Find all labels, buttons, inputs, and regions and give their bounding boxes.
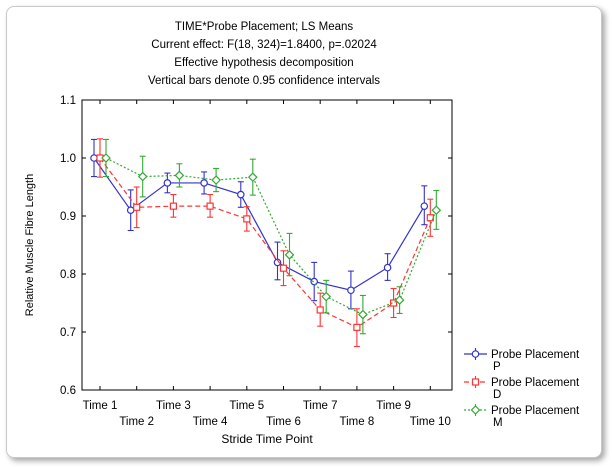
data-point: [237, 190, 245, 199]
series-P: [90, 138, 429, 310]
y-axis-label: Relative Muscle Fibre Length: [24, 174, 36, 316]
y-tick-label: 0.9: [60, 211, 76, 223]
legend-series-name: M: [493, 417, 503, 429]
data-point: [431, 205, 442, 216]
y-tick-label: 0.6: [60, 385, 76, 397]
legend-series-name: P: [493, 361, 501, 373]
y-tick-label: 1.1: [60, 95, 76, 107]
data-point: [90, 154, 98, 162]
chart-title-block: TIME*Probe Placement; LS Means Current ef…: [148, 21, 380, 87]
data-point: [200, 179, 208, 187]
legend-swatch-marker: [471, 378, 480, 386]
title-line-2: Current effect: F(18, 324)=1.8400, p=.02…: [151, 39, 377, 51]
legend-swatch-marker: [471, 350, 480, 358]
series-line-P: [93, 157, 425, 291]
data-point: [279, 264, 288, 272]
data-point: [133, 203, 141, 211]
title-line-4: Vertical bars denote 0.95 confidence int…: [148, 75, 380, 87]
title-line-1: TIME*Probe Placement; LS Means: [175, 21, 354, 33]
x-tick-label: Time 3: [156, 400, 191, 412]
data-point: [383, 263, 392, 272]
x-tick-label: Time 4: [193, 416, 228, 428]
data-point: [101, 153, 111, 163]
x-tick-label: Time 10: [410, 416, 451, 428]
data-point: [284, 250, 295, 260]
chart: TIME*Probe Placement; LS Means Current ef…: [24, 21, 580, 446]
legend-title: Probe Placement: [491, 349, 580, 361]
data-point: [426, 214, 434, 222]
legend-title: Probe Placement: [491, 405, 580, 417]
x-tick-label: Time 9: [376, 400, 411, 412]
data-point: [163, 179, 172, 187]
y-axis: 0.6 0.7 0.8 0.9 1.0 1.1: [60, 95, 452, 397]
data-point: [247, 172, 258, 182]
data-point: [310, 277, 319, 286]
x-tick-label: Time 8: [340, 416, 375, 428]
data-point: [347, 286, 355, 295]
data-point: [353, 323, 361, 331]
series-line-D: [99, 157, 431, 329]
legend-title: Probe Placement: [491, 377, 580, 389]
chart-frame: TIME*Probe Placement; LS Means Current ef…: [6, 6, 602, 458]
data-point: [126, 206, 135, 215]
data-point: [243, 215, 251, 223]
x-axis-label: Stride Time Point: [221, 432, 313, 446]
x-tick-label: Time 5: [229, 400, 264, 412]
data-point: [174, 170, 185, 181]
legend-series-name: D: [493, 389, 501, 401]
data-point: [137, 171, 148, 182]
data-point: [420, 202, 429, 210]
x-tick-label: Time 7: [303, 400, 338, 412]
y-tick-label: 1.0: [60, 153, 76, 165]
y-tick-label: 0.8: [60, 269, 76, 281]
x-tick-label: Time 6: [266, 416, 301, 428]
series-layer: [90, 138, 442, 348]
data-point: [206, 202, 214, 210]
data-point: [358, 309, 368, 320]
data-point: [390, 299, 398, 307]
title-line-3: Effective hypothesis decomposition: [174, 57, 353, 69]
data-point: [321, 291, 332, 302]
data-point: [394, 295, 405, 305]
series-M: [101, 138, 442, 335]
y-tick-label: 0.7: [60, 327, 76, 339]
legend-swatch-marker: [470, 405, 481, 415]
data-point: [169, 202, 177, 210]
data-point: [211, 175, 221, 185]
series-line-M: [105, 157, 437, 316]
data-point: [316, 306, 324, 314]
x-tick-label: Time 1: [83, 400, 118, 412]
series-D: [96, 138, 434, 348]
x-tick-label: Time 2: [119, 416, 154, 428]
plot-area: [81, 99, 453, 391]
